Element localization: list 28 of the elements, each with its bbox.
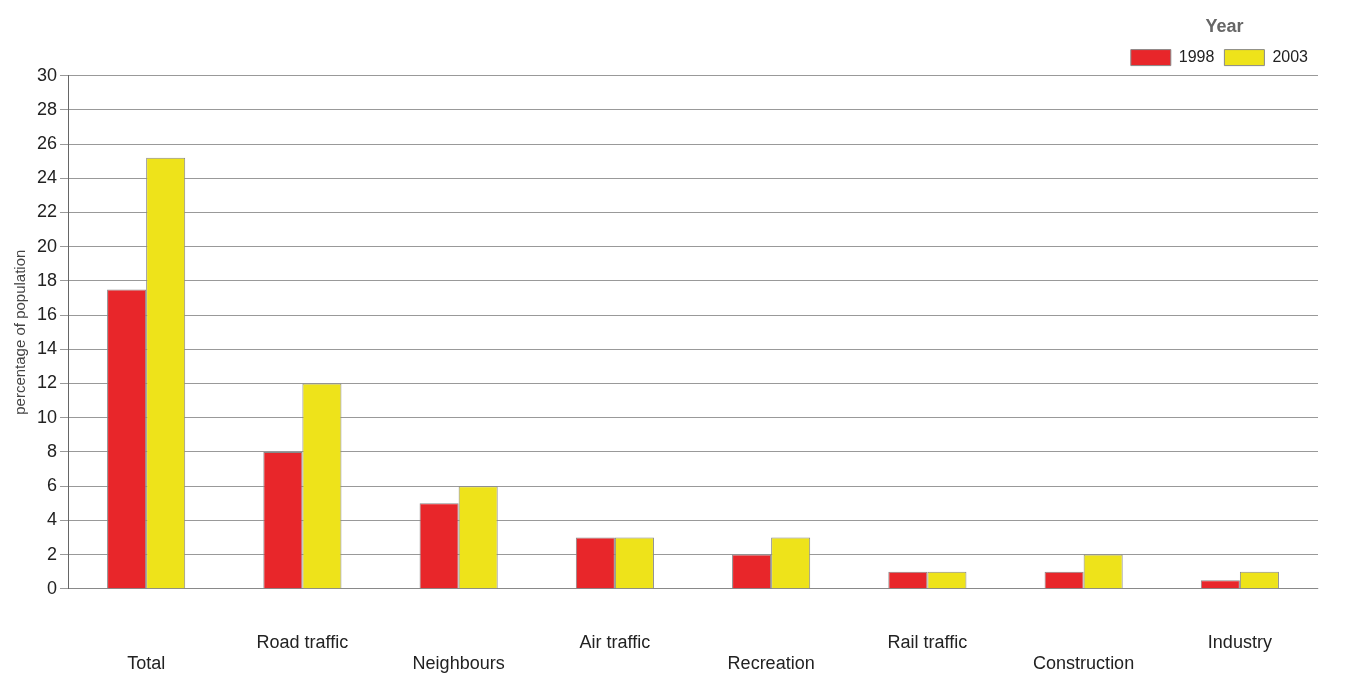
y-tick-label: 6 <box>47 475 58 496</box>
legend-label: 1998 <box>1178 48 1215 66</box>
y-tick-label: 14 <box>36 338 58 359</box>
y-tick-label: 10 <box>36 406 58 427</box>
legend-label: 2003 <box>1272 48 1309 66</box>
x-tick-label: Construction <box>1033 653 1135 674</box>
y-tick-label: 18 <box>36 269 58 290</box>
y-tick-label: 28 <box>36 98 58 119</box>
y-tick-label: 12 <box>36 372 58 393</box>
y-tick-label: 0 <box>47 577 58 598</box>
y-tick-label: 30 <box>36 64 58 85</box>
legend-title: Year <box>1205 15 1244 36</box>
y-tick-label: 24 <box>36 167 58 188</box>
x-tick-label: Neighbours <box>412 653 505 674</box>
x-tick-label: Recreation <box>727 653 815 674</box>
x-tick-label: Industry <box>1207 631 1272 652</box>
x-tick-label: Air traffic <box>579 631 651 652</box>
y-tick-label: 8 <box>47 440 58 461</box>
x-tick-label: Rail traffic <box>887 631 968 652</box>
y-tick-label: 26 <box>36 133 58 153</box>
x-tick-label: Road traffic <box>256 631 349 652</box>
x-tick-label: Total <box>127 653 166 674</box>
y-tick-label: 4 <box>47 509 58 530</box>
y-tick-label: 2 <box>47 543 58 564</box>
y-tick-label: 22 <box>36 201 58 222</box>
y-axis-title: percentage of population <box>11 249 29 415</box>
y-tick-label: 16 <box>36 304 58 325</box>
y-tick-label: 20 <box>36 235 58 256</box>
